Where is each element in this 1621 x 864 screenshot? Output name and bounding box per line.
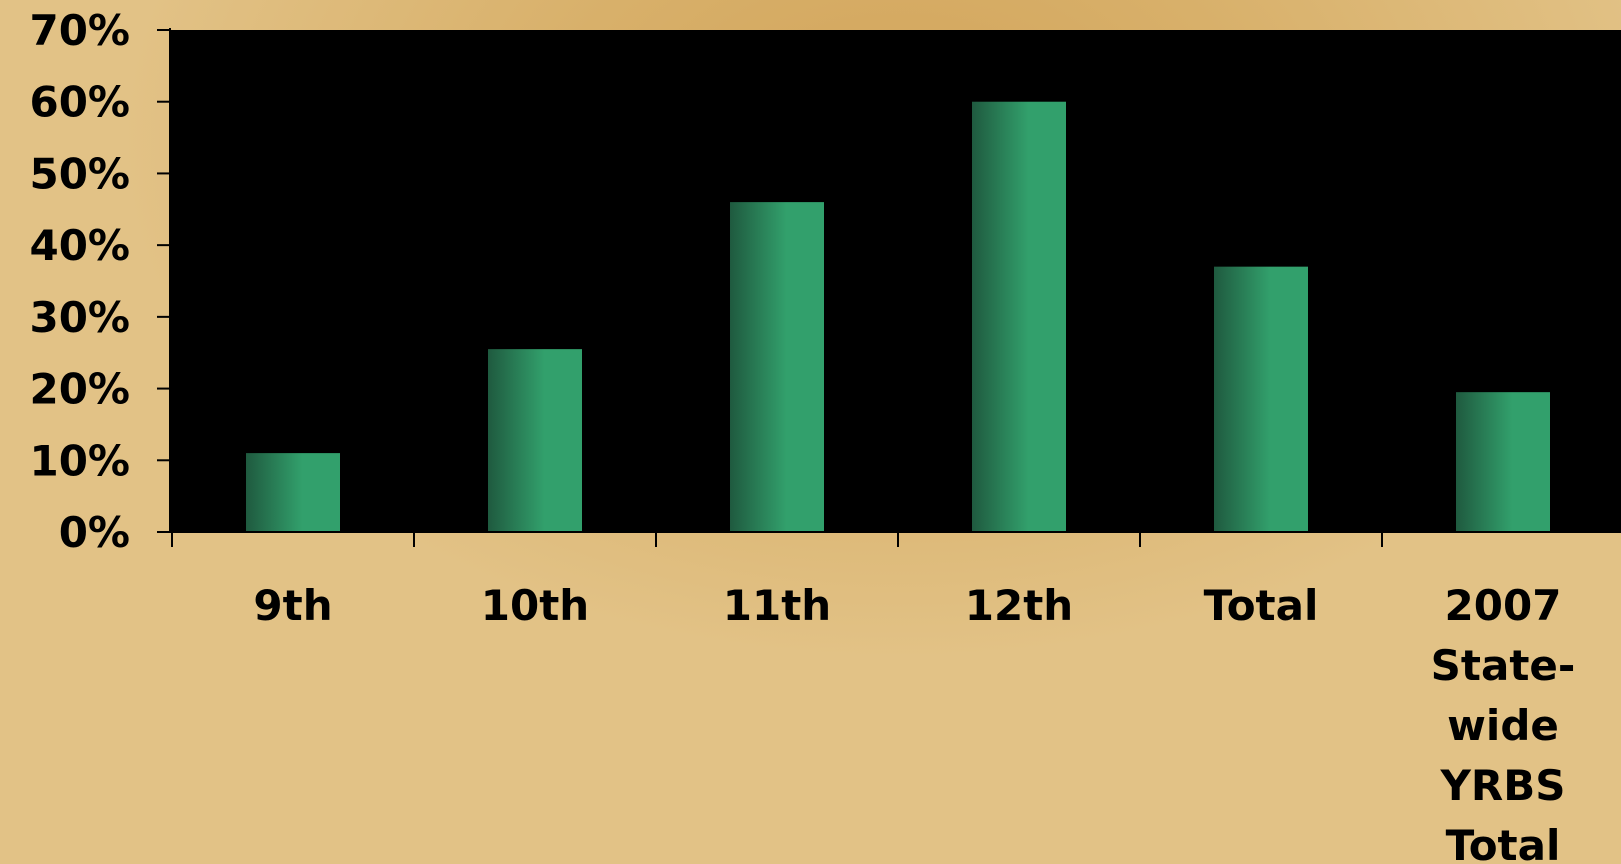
bar-10th <box>488 349 582 532</box>
bar-2007-state-wide-yrbs-total <box>1456 392 1550 532</box>
x-tick-label: 11th <box>723 581 831 630</box>
x-tick-label: 12th <box>965 581 1073 630</box>
x-tick-label: 10th <box>481 581 589 630</box>
y-tick-label: 50% <box>29 149 130 198</box>
plot-area <box>170 30 1621 532</box>
y-tick-label: 70% <box>29 6 130 55</box>
y-axis-labels: 0% 10% 20% 30% 40% 50% 60% 70% <box>29 6 130 557</box>
y-tick-label: 0% <box>59 508 130 557</box>
y-tick-label: 20% <box>29 365 130 414</box>
x-tick-label: 2007 State-wide YRBS Total <box>1431 581 1576 864</box>
x-tick-label: 9th <box>253 581 332 630</box>
y-tick-label: 10% <box>29 436 130 485</box>
bar-12th <box>972 101 1066 532</box>
y-tick-label: 40% <box>29 221 130 270</box>
x-axis-labels: 9th 10th 11th 12th Total 2007 State-wide YRBS To… <box>253 581 1575 864</box>
axes-group <box>157 28 1621 547</box>
y-tick-label: 60% <box>29 78 130 127</box>
y-tick-label: 30% <box>29 293 130 342</box>
bar-11th <box>730 202 824 532</box>
bars-group <box>246 101 1550 532</box>
bar-total <box>1214 266 1308 532</box>
x-tick-label: Total <box>1204 581 1319 630</box>
bar-9th <box>246 453 340 532</box>
